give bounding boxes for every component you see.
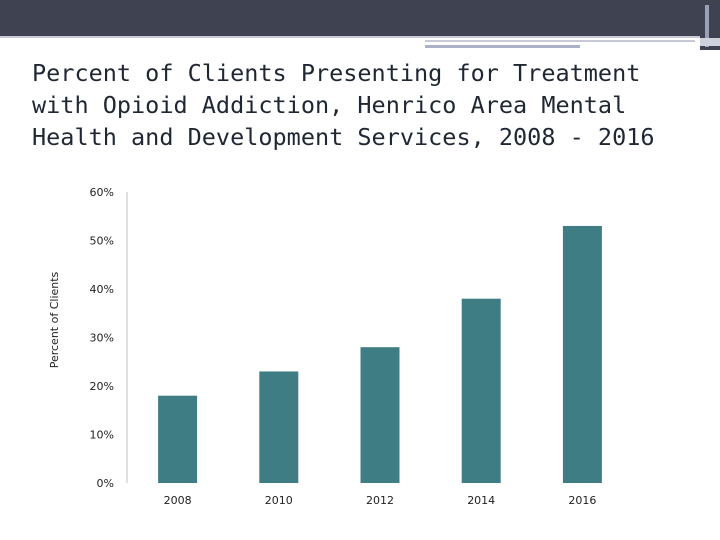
x-tick-labels: 2008 2010 2012 2014 2016: [164, 494, 597, 507]
y-tick-label: 10%: [90, 429, 114, 442]
bar-2012: [360, 347, 400, 483]
bar-2014: [461, 298, 501, 483]
header-divider-line: [0, 36, 700, 38]
bar-2010: [259, 371, 299, 483]
x-tick-label: 2008: [164, 494, 192, 507]
y-tick-label: 0%: [97, 477, 114, 490]
y-tick-label: 60%: [90, 186, 114, 199]
slide-title: Percent of Clients Presenting for Treatm…: [32, 59, 655, 151]
header-accent-bar: [425, 45, 580, 48]
x-tick-label: 2010: [265, 494, 293, 507]
y-tick-labels: 0% 10% 20% 30% 40% 50% 60%: [90, 186, 114, 490]
x-tick-label: 2012: [366, 494, 394, 507]
header-accent-line: [425, 40, 695, 42]
y-axis-title: Percent of Clients: [48, 271, 61, 368]
slide-header-band: [0, 0, 720, 36]
y-tick-label: 30%: [90, 332, 114, 345]
y-tick-label: 40%: [90, 283, 114, 296]
bar-2016: [562, 225, 602, 483]
y-tick-label: 50%: [90, 235, 114, 248]
bars: [158, 225, 602, 483]
x-tick-label: 2016: [568, 494, 596, 507]
x-tick-label: 2014: [467, 494, 495, 507]
y-tick-label: 20%: [90, 380, 114, 393]
bar-2008: [158, 395, 198, 483]
header-corner-strip: [700, 38, 720, 46]
header-corner-accent: [705, 5, 709, 47]
